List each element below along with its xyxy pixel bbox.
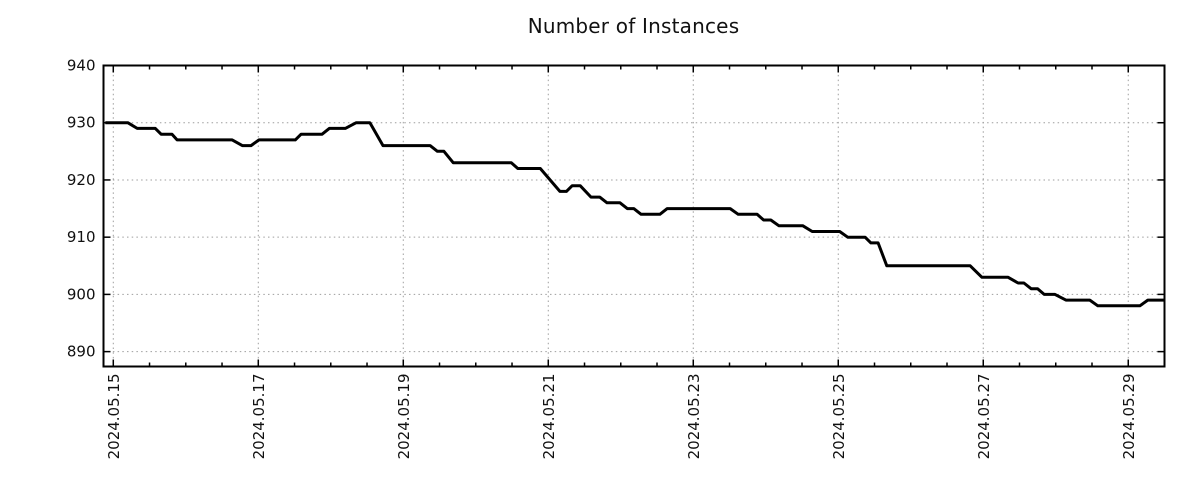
y-tick-label: 910 — [67, 228, 96, 246]
y-tick-label: 900 — [67, 285, 96, 303]
x-tick-label: 2024.05.15 — [105, 374, 123, 460]
x-tick-label: 2024.05.21 — [540, 374, 558, 460]
series-line — [105, 121, 1164, 308]
x-tick-label: 2024.05.25 — [830, 374, 848, 460]
x-tick-label: 2024.05.29 — [1120, 374, 1138, 460]
y-tick-label: 890 — [67, 343, 96, 361]
x-tick-label: 2024.05.19 — [395, 374, 413, 460]
x-tick-label: 2024.05.23 — [685, 374, 703, 460]
y-tick-label: 940 — [67, 57, 96, 75]
y-tick-label: 930 — [67, 114, 96, 132]
y-tick-label: 920 — [67, 171, 96, 189]
x-tick-label: 2024.05.27 — [975, 373, 993, 459]
chart-title: Number of Instances — [527, 14, 740, 38]
plot-border — [102, 64, 1166, 368]
x-tick-label: 2024.05.17 — [250, 374, 268, 460]
